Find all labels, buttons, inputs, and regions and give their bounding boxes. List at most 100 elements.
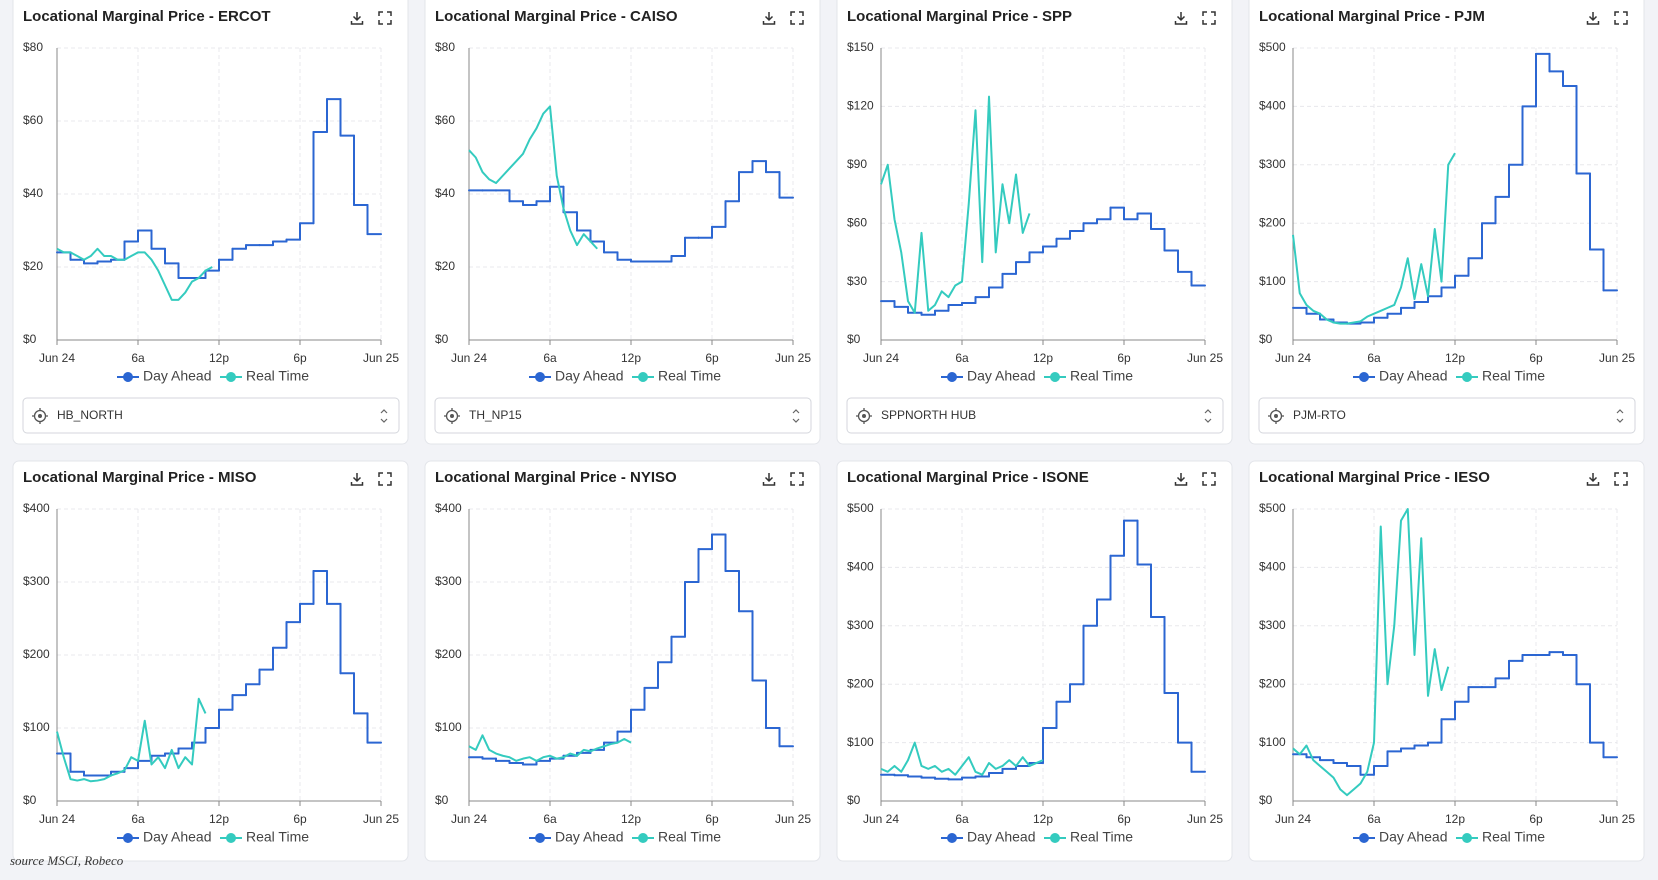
legend-item[interactable]: Real Time [220, 829, 309, 845]
panel-card [836, 0, 1233, 445]
download-button[interactable] [762, 12, 776, 25]
download-icon [762, 473, 776, 486]
download-icon [350, 12, 364, 25]
legend-item[interactable]: Real Time [1044, 368, 1133, 384]
download-icon [1174, 473, 1188, 486]
y-tick-label: $300 [1259, 618, 1286, 632]
y-tick-label: $80 [435, 40, 455, 54]
legend-marker [1050, 372, 1060, 382]
legend-item[interactable]: Day Ahead [117, 829, 212, 845]
legend-label: Day Ahead [555, 829, 624, 845]
y-tick-label: $400 [1259, 99, 1286, 113]
y-tick-label: $300 [847, 618, 874, 632]
x-tick-label: 12p [1033, 351, 1053, 365]
download-icon [350, 473, 364, 486]
legend-marker [226, 372, 236, 382]
panel-card [424, 460, 821, 862]
legend-item[interactable]: Day Ahead [529, 368, 624, 384]
select-box [1258, 397, 1636, 434]
legend-item[interactable]: Day Ahead [529, 829, 624, 845]
legend-item[interactable]: Real Time [1044, 829, 1133, 845]
download-button[interactable] [1174, 473, 1188, 486]
real-time-line [468, 105, 598, 250]
y-tick-label: $0 [435, 793, 449, 807]
fullscreen-button[interactable] [1202, 472, 1216, 486]
y-tick-label: $40 [23, 186, 43, 200]
y-tick-label: $300 [23, 574, 50, 588]
x-tick-label: 6a [131, 812, 145, 826]
x-tick-label: 6a [543, 812, 557, 826]
y-tick-label: $400 [1259, 560, 1286, 574]
select-box [846, 397, 1224, 434]
fullscreen-icon [1614, 11, 1628, 25]
legend-marker [123, 833, 133, 843]
legend-item[interactable]: Real Time [632, 368, 721, 384]
x-tick-label: Jun 25 [1599, 351, 1635, 365]
legend-item[interactable]: Day Ahead [941, 829, 1036, 845]
legend-label: Day Ahead [967, 368, 1036, 384]
y-tick-label: $120 [847, 99, 874, 113]
y-tick-label: $300 [1259, 157, 1286, 171]
fullscreen-button[interactable] [1614, 472, 1628, 486]
chart-panel: Locational Marginal Price - ERCOT $0 $20 $4… [12, 0, 409, 445]
legend-item[interactable]: Day Ahead [1353, 829, 1448, 845]
download-icon [1586, 473, 1600, 486]
download-button[interactable] [762, 473, 776, 486]
fullscreen-button[interactable] [790, 11, 804, 25]
x-tick-label: 6p [293, 812, 307, 826]
legend-label: Real Time [1070, 829, 1133, 845]
legend-marker [638, 833, 648, 843]
download-icon [1586, 12, 1600, 25]
legend-marker [1462, 833, 1472, 843]
chart-title: Locational Marginal Price - SPP [847, 8, 1072, 25]
x-tick-label: 6a [1367, 812, 1381, 826]
legend-label: Real Time [246, 829, 309, 845]
legend-item[interactable]: Day Ahead [117, 368, 212, 384]
legend-item[interactable]: Real Time [220, 368, 309, 384]
legend-marker [535, 833, 545, 843]
x-tick-label: 12p [1033, 812, 1053, 826]
legend-marker [535, 372, 545, 382]
download-icon [762, 12, 776, 25]
location-icon-dot [38, 414, 42, 418]
fullscreen-button[interactable] [378, 472, 392, 486]
location-value: TH_NP15 [469, 408, 522, 422]
download-button[interactable] [350, 12, 364, 25]
chart-panel: Locational Marginal Price - PJM $0 $100 $20… [1248, 0, 1645, 445]
fullscreen-button[interactable] [378, 11, 392, 25]
y-tick-label: $0 [1259, 332, 1273, 346]
fullscreen-button[interactable] [1202, 11, 1216, 25]
fullscreen-button[interactable] [1614, 11, 1628, 25]
y-tick-label: $0 [847, 793, 861, 807]
fullscreen-icon [790, 11, 804, 25]
real-time-line [1292, 152, 1456, 325]
y-tick-label: $20 [435, 259, 455, 273]
location-icon-ticks [32, 408, 48, 424]
chart-title: Locational Marginal Price - ERCOT [23, 8, 271, 25]
location-value: HB_NORTH [57, 408, 123, 422]
legend-item[interactable]: Real Time [632, 829, 721, 845]
legend-item[interactable]: Day Ahead [941, 368, 1036, 384]
legend-item[interactable]: Real Time [1456, 368, 1545, 384]
legend-item[interactable]: Real Time [1456, 829, 1545, 845]
x-tick-label: Jun 25 [775, 812, 811, 826]
y-tick-label: $60 [847, 215, 867, 229]
download-button[interactable] [1586, 12, 1600, 25]
location-select[interactable]: SPPNORTH HUB [846, 397, 1224, 434]
fullscreen-button[interactable] [790, 472, 804, 486]
chart-title: Locational Marginal Price - MISO [23, 469, 257, 486]
download-button[interactable] [350, 473, 364, 486]
legend-item[interactable]: Day Ahead [1353, 368, 1448, 384]
chart-panel: Locational Marginal Price - ISONE $0 $100 $… [836, 460, 1233, 862]
y-tick-label: $20 [23, 259, 43, 273]
fullscreen-icon [1202, 11, 1216, 25]
select-box [22, 397, 400, 434]
location-select[interactable]: PJM-RTO [1258, 397, 1636, 434]
y-tick-label: $0 [847, 332, 861, 346]
download-button[interactable] [1174, 12, 1188, 25]
y-tick-label: $200 [1259, 215, 1286, 229]
location-select[interactable]: HB_NORTH [22, 397, 400, 434]
location-select[interactable]: TH_NP15 [434, 397, 812, 434]
download-button[interactable] [1586, 473, 1600, 486]
